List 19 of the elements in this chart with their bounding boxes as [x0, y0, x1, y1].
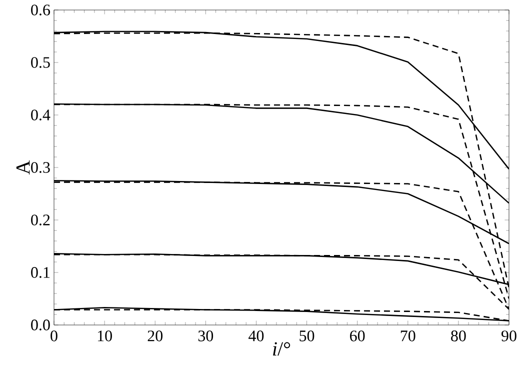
y-tick-label: 0.5: [31, 57, 50, 68]
y-tick-label: 0.1: [31, 267, 50, 278]
x-tick-label: 20: [148, 330, 162, 342]
x-tick-label: 60: [350, 330, 365, 342]
x-tick-label: 0: [50, 330, 58, 342]
x-tick-label: 50: [300, 330, 314, 342]
x-tick-label: 40: [248, 330, 264, 342]
y-axis-title: A: [16, 160, 30, 175]
y-tick-label: 0.2: [31, 214, 50, 226]
x-tick-label: 10: [98, 330, 112, 342]
y-tick-label: 0.4: [31, 110, 50, 120]
x-tick-label: 30: [198, 330, 214, 342]
x-axis-title: i/°: [273, 342, 290, 356]
x-tick-label: 90: [502, 330, 516, 342]
y-tick-label: 0.0: [31, 320, 50, 330]
y-tick-label: 0.6: [31, 4, 50, 16]
x-tick-label: 70: [400, 330, 416, 342]
x-tick-label: 80: [451, 330, 466, 342]
y-tick-label: 0.3: [31, 162, 50, 173]
